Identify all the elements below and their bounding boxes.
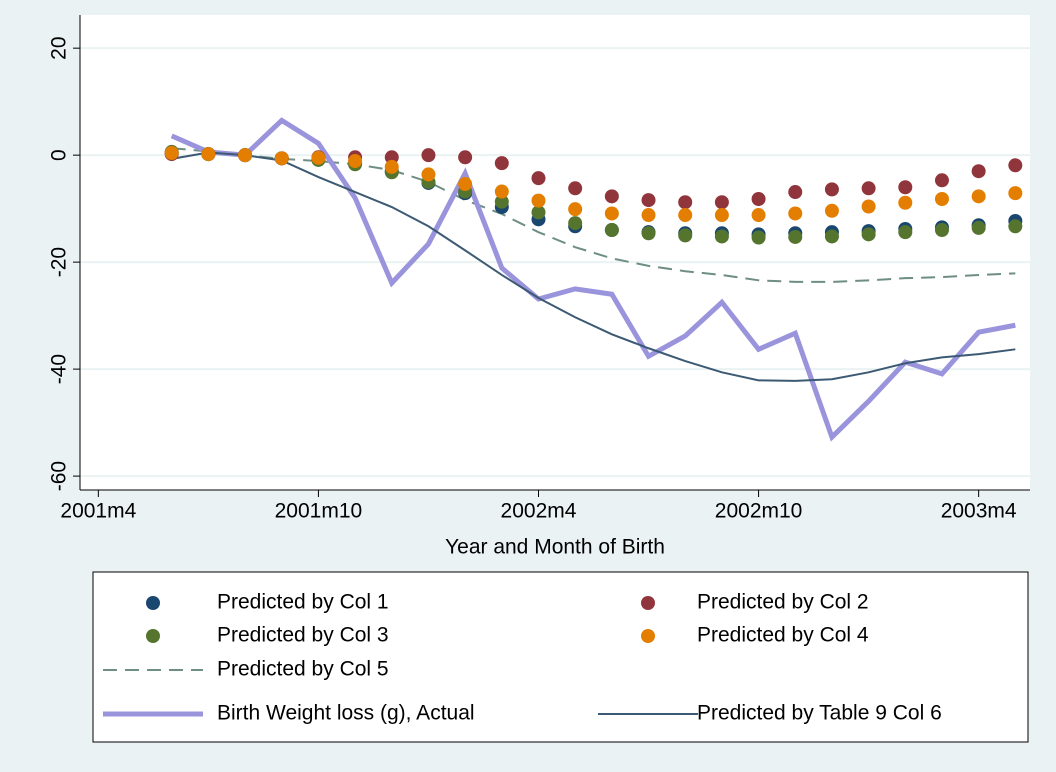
series-dot (714, 195, 729, 210)
x-tick-label: 2002m10 (715, 500, 803, 523)
series-dot (568, 181, 583, 196)
series-dot (824, 229, 839, 244)
series-dot (934, 173, 949, 188)
legend-label: Predicted by Table 9 Col 6 (697, 702, 942, 725)
series-dot (678, 195, 693, 210)
y-tick-label: -20 (48, 247, 71, 277)
x-tick-label: 2003m4 (941, 500, 1017, 523)
series-dot (751, 230, 766, 245)
legend-key (146, 596, 160, 610)
series-dot (678, 208, 693, 223)
series-dot (458, 150, 473, 165)
series-dot (384, 150, 399, 165)
legend-box (92, 571, 1029, 743)
series-dot (824, 182, 839, 197)
series-dot (311, 150, 326, 165)
series-dot (384, 159, 399, 174)
series-dot (641, 226, 656, 241)
y-tick-label: -60 (48, 461, 71, 491)
series-dot (788, 229, 803, 244)
series-dot (714, 208, 729, 223)
series-dot (1008, 219, 1023, 234)
legend-key (146, 629, 160, 643)
series-dot (421, 167, 436, 182)
series-dot (898, 180, 913, 195)
x-tick-label: 2001m4 (60, 500, 136, 523)
series-dot (531, 171, 546, 186)
series-dot (494, 156, 509, 171)
series-dot (751, 208, 766, 223)
series-dot (898, 225, 913, 240)
series-dot (934, 223, 949, 238)
legend-label: Predicted by Col 2 (697, 591, 869, 614)
series-dot (531, 193, 546, 208)
series-dot (714, 229, 729, 244)
series-dot (568, 216, 583, 231)
legend-label: Predicted by Col 3 (217, 624, 389, 647)
series-line (170, 117, 1016, 442)
legend-label: Predicted by Col 1 (217, 591, 389, 614)
legend-label: Birth Weight loss (g), Actual (217, 702, 475, 725)
series-dot (458, 177, 473, 192)
series-dot (494, 184, 509, 199)
series-dot (824, 203, 839, 218)
series-dot (971, 164, 986, 179)
y-tick-label: 20 (48, 36, 71, 59)
x-tick-label: 2002m4 (501, 500, 577, 523)
series-dot (788, 206, 803, 221)
x-axis-title: Year and Month of Birth (445, 536, 665, 559)
series-dot (604, 189, 619, 204)
series-dot (934, 192, 949, 207)
series-dot (1008, 158, 1023, 173)
legend: Predicted by Col 1 Predicted by Col 2 Pred… (103, 591, 942, 725)
legend-key (641, 629, 655, 643)
series-dot (421, 148, 436, 163)
series-dot (641, 208, 656, 223)
series-dot (238, 148, 253, 163)
series-dot (641, 193, 656, 208)
series-dot (274, 151, 289, 166)
legend-key (641, 596, 655, 610)
series-dot (971, 189, 986, 204)
series-dot (861, 227, 876, 242)
series-dot (678, 228, 693, 243)
series-dot (861, 181, 876, 196)
series-dot (1008, 186, 1023, 201)
series-dot (898, 195, 913, 210)
series-dot (971, 220, 986, 235)
plot-area (80, 15, 1030, 490)
series-dot (604, 206, 619, 221)
series-dot (568, 202, 583, 217)
grid (80, 47, 1030, 478)
legend-label: Predicted by Col 4 (697, 624, 869, 647)
series-dot (788, 185, 803, 200)
x-tick-label: 2001m10 (275, 500, 363, 523)
series-line (171, 151, 1016, 382)
legend-label: Predicted by Col 5 (217, 658, 389, 681)
y-tick-label: 0 (48, 149, 71, 161)
series-dot (348, 154, 363, 169)
series-dot (201, 147, 216, 162)
axes: -60 -40 -20 0 20 2001m4 2001m10 2002m4 2002m10 20… (48, 15, 1030, 523)
series-dot (751, 192, 766, 207)
series-dot (531, 205, 546, 220)
series-dot (861, 199, 876, 214)
series-dot (494, 194, 509, 209)
series-dot (604, 223, 619, 238)
series-dot (164, 146, 179, 161)
marks (164, 117, 1023, 442)
y-tick-label: -40 (48, 354, 71, 384)
